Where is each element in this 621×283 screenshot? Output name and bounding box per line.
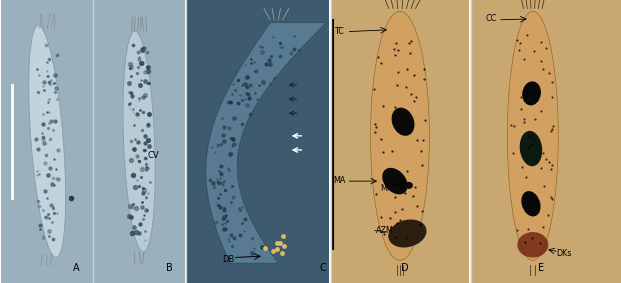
Bar <box>93 0 185 283</box>
Ellipse shape <box>520 131 542 166</box>
Ellipse shape <box>404 182 413 189</box>
PathPatch shape <box>206 23 326 263</box>
Text: CC: CC <box>486 14 497 23</box>
Text: MI: MI <box>381 184 390 193</box>
Ellipse shape <box>517 232 548 258</box>
Ellipse shape <box>522 191 540 216</box>
Text: A: A <box>73 263 80 273</box>
Text: B: B <box>166 263 173 273</box>
Ellipse shape <box>370 11 430 260</box>
Ellipse shape <box>392 108 414 136</box>
Text: DB: DB <box>222 255 235 264</box>
Ellipse shape <box>123 31 155 252</box>
Bar <box>471 0 621 283</box>
Text: AZM: AZM <box>376 226 394 235</box>
Bar <box>1 0 93 283</box>
Ellipse shape <box>388 219 427 248</box>
Bar <box>331 0 469 283</box>
Text: TC: TC <box>334 27 344 36</box>
Ellipse shape <box>507 11 558 260</box>
Bar <box>186 0 329 283</box>
Ellipse shape <box>383 168 407 194</box>
Text: C: C <box>320 263 327 273</box>
Text: E: E <box>538 263 545 273</box>
Text: MA: MA <box>333 175 346 185</box>
Text: CV: CV <box>148 151 160 160</box>
Ellipse shape <box>522 82 541 105</box>
Text: DKs: DKs <box>556 249 571 258</box>
Text: D: D <box>401 263 408 273</box>
Ellipse shape <box>29 25 66 258</box>
